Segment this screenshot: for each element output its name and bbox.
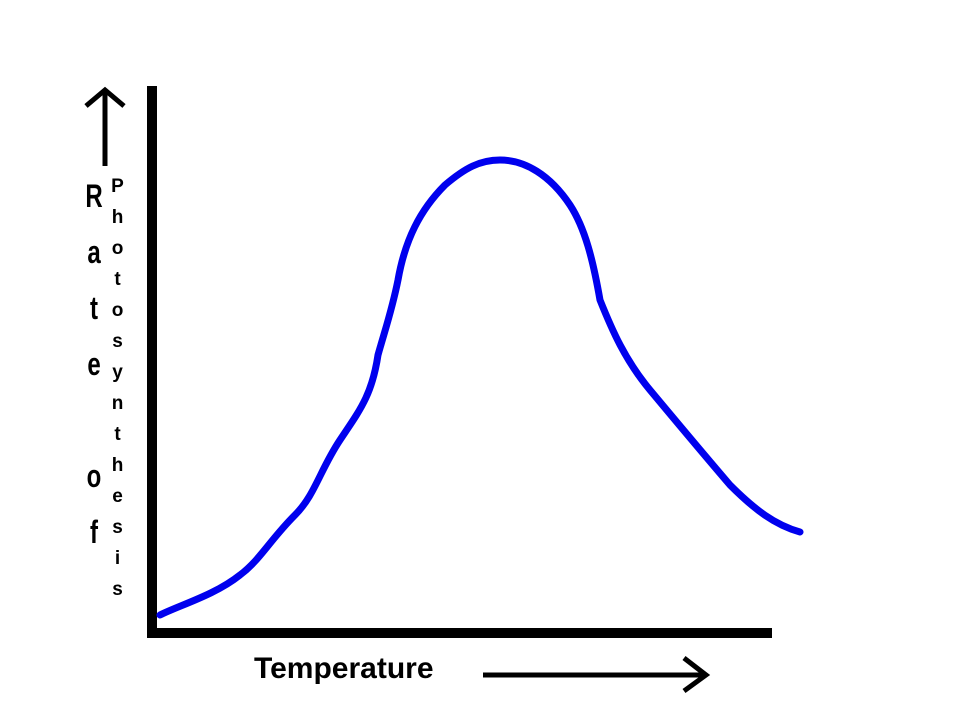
x-arrow [483,656,711,694]
y-arrow [84,86,126,166]
curve [156,156,804,619]
y-axis-label-photosynthesis: Photosynthesis [107,176,128,610]
x-axis-label: Temperature [254,652,434,685]
y-axis-label-rate: Rate of [80,178,108,570]
